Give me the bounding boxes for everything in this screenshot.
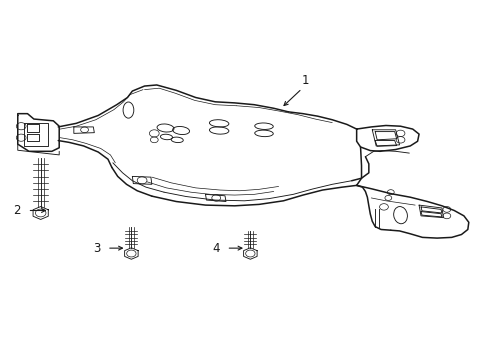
Text: 4: 4	[212, 242, 220, 255]
Text: 2: 2	[13, 204, 20, 217]
Text: 1: 1	[301, 74, 308, 87]
Text: 3: 3	[93, 242, 101, 255]
